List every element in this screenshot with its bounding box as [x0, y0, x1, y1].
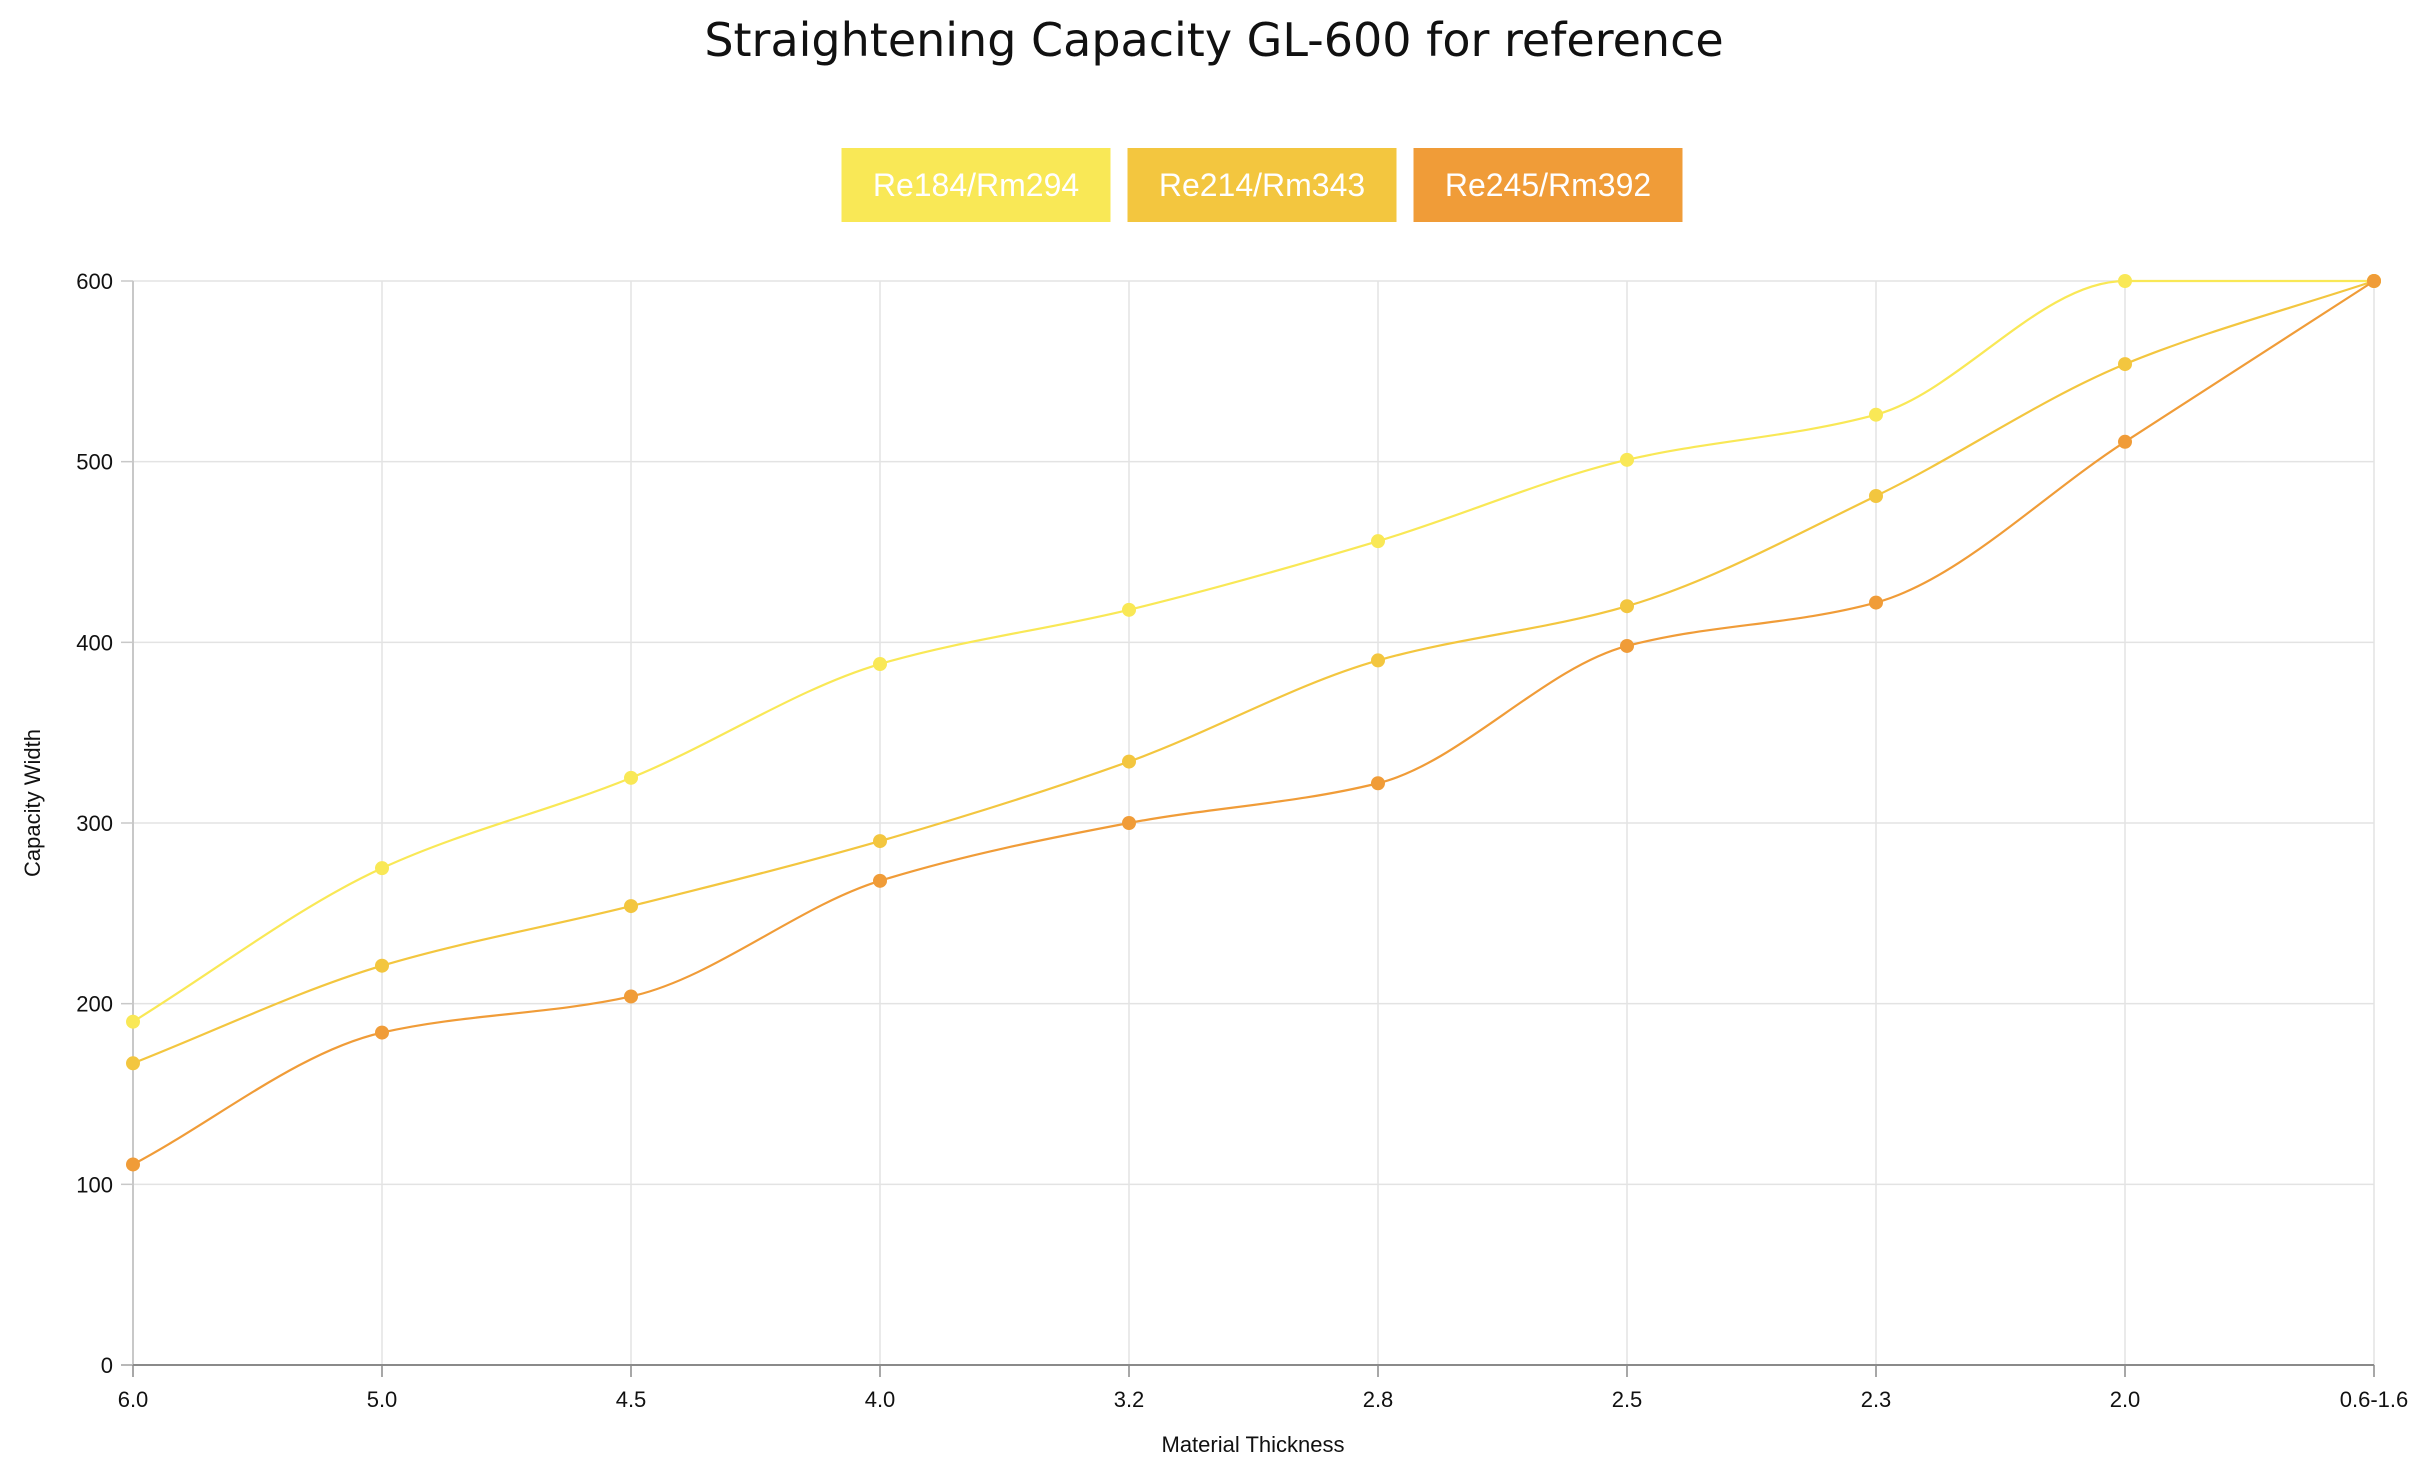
legend-item[interactable]: Re245/Rm392	[1413, 148, 1683, 222]
series-2	[126, 274, 2381, 1071]
chart-title: Straightening Capacity GL-600 for refere…	[704, 13, 1723, 67]
data-point[interactable]	[624, 989, 638, 1004]
grid	[132, 280, 2375, 1365]
x-tick-label: 2.5	[1612, 1387, 1643, 1412]
x-tick-label: 6.0	[118, 1387, 149, 1412]
legend-item[interactable]: Re214/Rm343	[1127, 148, 1397, 222]
legend: Re184/Rm294 Re214/Rm343 Re245/Rm392	[841, 148, 1683, 222]
data-point[interactable]	[873, 834, 887, 849]
legend-swatch	[841, 148, 1111, 222]
data-point[interactable]	[1620, 638, 1634, 653]
series-1	[126, 274, 2381, 1029]
legend-label: Re184/Rm294	[873, 167, 1079, 203]
y-tick-label: 500	[76, 450, 113, 475]
x-axis-label: Material Thickness	[1162, 1432, 1345, 1457]
legend-swatch	[1413, 148, 1683, 222]
y-tick-label: 600	[76, 269, 113, 294]
data-point[interactable]	[624, 899, 638, 914]
data-point[interactable]	[126, 1157, 140, 1172]
data-point[interactable]	[1620, 599, 1634, 614]
legend-label: Re245/Rm392	[1445, 167, 1651, 203]
data-point[interactable]	[1869, 407, 1883, 422]
x-tick-label: 4.0	[865, 1387, 896, 1412]
data-point[interactable]	[1122, 754, 1136, 769]
data-point[interactable]	[1869, 595, 1883, 610]
data-point[interactable]	[873, 873, 887, 888]
data-point[interactable]	[873, 657, 887, 672]
x-tick-label: 2.0	[2110, 1387, 2141, 1412]
y-tick-label: 100	[76, 1172, 113, 1197]
data-point[interactable]	[2367, 274, 2381, 288]
data-point[interactable]	[2118, 357, 2132, 372]
x-tick-label: 0.6-1.6	[2340, 1387, 2409, 1412]
data-point[interactable]	[1371, 776, 1385, 791]
x-tick-label: 2.8	[1363, 1387, 1394, 1412]
y-tick-label: 0	[101, 1353, 113, 1378]
x-tick-label: 5.0	[367, 1387, 398, 1412]
series-3	[126, 274, 2381, 1172]
series-line	[132, 280, 2375, 1166]
data-point[interactable]	[1869, 488, 1883, 503]
data-point[interactable]	[2118, 434, 2132, 449]
x-tick-label: 3.2	[1114, 1387, 1145, 1412]
y-tick-label: 200	[76, 992, 113, 1017]
legend-label: Re214/Rm343	[1159, 167, 1365, 203]
data-point[interactable]	[1122, 602, 1136, 617]
data-point[interactable]	[375, 1025, 389, 1040]
y-axis-label: Capacity Width	[20, 729, 45, 877]
x-tick-label: 2.3	[1861, 1387, 1892, 1412]
series-line	[132, 279, 2375, 1065]
axes: 0 100 200 300 400 500 600 6.0 5.0 4.5 4.0 3.2 2.8 2.5…	[76, 269, 2408, 1412]
data-point[interactable]	[375, 861, 389, 876]
series-line	[132, 279, 2374, 1023]
y-tick-label: 400	[76, 630, 113, 655]
data-point[interactable]	[126, 1014, 140, 1029]
data-point[interactable]	[1122, 816, 1136, 830]
legend-swatch	[1127, 148, 1397, 222]
data-point[interactable]	[1620, 452, 1634, 467]
x-tick-label: 4.5	[616, 1387, 647, 1412]
data-point[interactable]	[1371, 534, 1385, 549]
data-point[interactable]	[1371, 653, 1385, 668]
legend-item[interactable]: Re184/Rm294	[841, 148, 1111, 222]
data-point[interactable]	[126, 1056, 140, 1071]
series-group	[126, 274, 2381, 1172]
data-point[interactable]	[2118, 274, 2132, 288]
y-tick-label: 300	[76, 811, 113, 836]
data-point[interactable]	[624, 770, 638, 785]
data-point[interactable]	[375, 958, 389, 973]
